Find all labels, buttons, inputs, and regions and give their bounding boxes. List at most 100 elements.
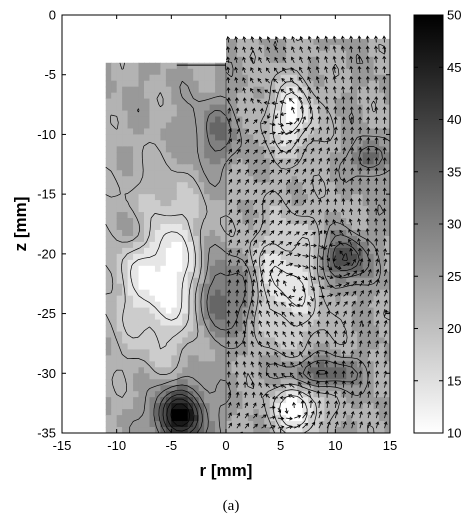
contour-cell bbox=[144, 391, 151, 398]
contour-cell bbox=[226, 355, 233, 362]
contour-cell bbox=[154, 152, 161, 159]
contour-cell bbox=[236, 391, 243, 398]
velocity-arrow bbox=[307, 35, 312, 43]
contour-cell bbox=[357, 229, 364, 237]
velocity-arrow bbox=[286, 416, 293, 421]
contour-cell bbox=[247, 373, 254, 380]
contour-cell bbox=[209, 403, 216, 410]
contour-cell bbox=[122, 361, 129, 368]
velocity-arrow bbox=[310, 168, 315, 175]
velocity-arrow bbox=[234, 97, 239, 104]
contour-cell bbox=[291, 409, 298, 416]
contour-cell bbox=[171, 367, 178, 374]
velocity-arrow bbox=[365, 75, 370, 84]
contour-cell bbox=[373, 337, 380, 345]
contour-cell bbox=[176, 116, 183, 124]
contour-cell bbox=[253, 98, 260, 106]
contour-cell bbox=[122, 367, 129, 374]
contour-cell bbox=[209, 307, 216, 315]
velocity-arrow bbox=[244, 169, 249, 175]
velocity-arrow bbox=[341, 126, 346, 134]
contour-cell bbox=[122, 140, 129, 147]
contour-cell bbox=[253, 403, 260, 410]
velocity-arrow bbox=[333, 116, 338, 124]
contour-cell bbox=[105, 349, 112, 356]
contour-cell bbox=[247, 170, 254, 177]
contour-cell bbox=[247, 140, 254, 147]
contour-cell bbox=[335, 146, 342, 153]
velocity-arrow bbox=[333, 106, 338, 114]
velocity-vector-layer bbox=[226, 35, 388, 430]
contour-cell bbox=[368, 44, 375, 52]
contour-cell bbox=[351, 128, 358, 136]
velocity-arrow bbox=[383, 289, 388, 297]
contour-cell bbox=[340, 50, 347, 58]
velocity-arrow bbox=[266, 289, 271, 297]
contour-cell bbox=[215, 337, 222, 345]
contour-cell bbox=[242, 307, 249, 315]
contour-cell bbox=[384, 349, 390, 356]
contour-cell bbox=[187, 188, 194, 195]
contour-cell bbox=[264, 182, 271, 189]
contour-cell bbox=[176, 229, 183, 237]
contour-cell bbox=[291, 343, 298, 350]
contour-cell bbox=[280, 38, 287, 46]
velocity-arrow bbox=[266, 330, 271, 338]
contour-cell bbox=[154, 391, 161, 398]
contour-cell bbox=[165, 415, 172, 422]
contour-cell bbox=[176, 271, 183, 279]
contour-cell bbox=[160, 80, 167, 88]
contour-cell bbox=[291, 265, 298, 273]
contour-cell bbox=[308, 218, 315, 225]
velocity-arrow bbox=[307, 76, 312, 84]
velocity-arrow bbox=[374, 207, 379, 216]
contour-cell bbox=[133, 373, 140, 380]
colorbar-tick-label: 45 bbox=[447, 60, 461, 75]
contour-cell bbox=[373, 307, 380, 315]
velocity-arrow bbox=[350, 167, 355, 175]
contour-cell bbox=[357, 50, 364, 58]
velocity-arrow bbox=[342, 157, 347, 165]
contour-cell bbox=[149, 289, 156, 297]
contour-cell bbox=[209, 379, 216, 386]
contour-cell bbox=[362, 50, 369, 58]
contour-cell bbox=[154, 271, 161, 279]
contour-cell bbox=[144, 212, 151, 219]
contour-cell bbox=[286, 152, 293, 159]
contour-cell bbox=[209, 212, 216, 219]
contour-cell bbox=[335, 349, 342, 356]
contour-cell bbox=[122, 176, 129, 183]
contour-cell bbox=[362, 110, 369, 118]
contour-cell bbox=[291, 188, 298, 195]
velocity-arrow bbox=[374, 248, 379, 256]
contour-cell bbox=[253, 295, 260, 303]
contour-cell bbox=[193, 194, 200, 201]
contour-cell bbox=[116, 385, 123, 392]
contour-cell bbox=[176, 152, 183, 159]
contour-cell bbox=[209, 104, 216, 112]
contour-cell bbox=[209, 86, 216, 94]
contour-cell bbox=[231, 50, 238, 58]
contour-cell bbox=[193, 409, 200, 416]
velocity-arrow bbox=[298, 381, 303, 388]
contour-cell bbox=[193, 110, 200, 118]
contour-cell bbox=[275, 379, 282, 386]
contour-cell bbox=[144, 122, 151, 130]
contour-cell bbox=[275, 247, 282, 255]
contour-cell bbox=[176, 98, 183, 106]
contour-cell bbox=[187, 289, 194, 297]
contour-cell bbox=[171, 86, 178, 94]
contour-cell bbox=[231, 146, 238, 153]
velocity-arrow bbox=[374, 116, 379, 124]
contour-cell bbox=[111, 415, 118, 422]
velocity-arrow bbox=[234, 340, 239, 348]
contour-cell bbox=[357, 319, 364, 327]
contour-cell bbox=[220, 218, 227, 225]
contour-cell bbox=[122, 337, 129, 345]
contour-cell bbox=[362, 44, 369, 52]
contour-cell bbox=[182, 164, 189, 171]
velocity-arrow bbox=[375, 340, 380, 348]
velocity-arrow bbox=[250, 46, 255, 53]
contour-cell bbox=[329, 56, 336, 64]
contour-cell bbox=[329, 182, 336, 189]
